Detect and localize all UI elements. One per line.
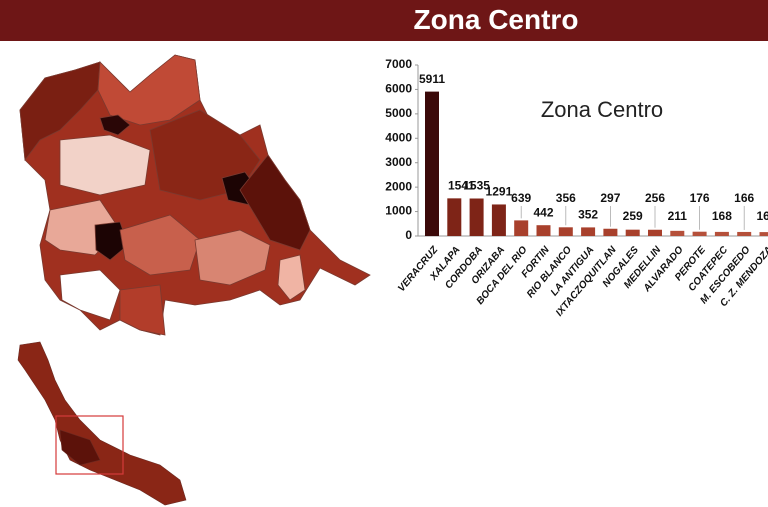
bar	[714, 231, 729, 236]
value-label: 256	[645, 191, 665, 205]
value-label: 259	[623, 209, 643, 223]
bar	[447, 198, 462, 236]
value-label: 211	[668, 209, 688, 223]
bar	[670, 230, 685, 236]
map-regions	[19, 54, 371, 336]
bar	[491, 204, 506, 236]
value-label: 1291	[486, 185, 513, 199]
bar	[581, 227, 596, 236]
value-label: 176	[690, 191, 710, 205]
inset-highlight	[55, 415, 124, 475]
bar	[425, 91, 439, 236]
y-tick-label: 3000	[385, 155, 412, 169]
value-label: 1541	[448, 179, 475, 193]
y-tick-label: 4000	[385, 130, 412, 144]
value-label: 166	[734, 191, 754, 205]
bar	[648, 229, 662, 236]
bar	[536, 225, 551, 236]
value-label: 442	[533, 205, 553, 219]
bar	[692, 231, 707, 236]
y-tick-label: 5000	[385, 106, 412, 120]
bar	[558, 227, 573, 236]
inset-map	[17, 341, 187, 506]
value-label: 1535	[463, 179, 490, 193]
value-label: 297	[600, 191, 620, 205]
value-label: 639	[511, 191, 531, 205]
y-tick-label: 7000	[385, 57, 412, 71]
map	[17, 54, 371, 506]
value-label: 160	[756, 209, 768, 223]
bar	[759, 232, 768, 236]
y-tick-label: 0	[405, 228, 412, 242]
chart-title: Zona Centro	[541, 97, 663, 122]
bar-chart: Zona Centro 0 1000 2000 3000 4000 5000 6000 700…	[385, 57, 768, 319]
bar	[625, 229, 640, 236]
y-tick-label: 1000	[385, 204, 412, 218]
bar	[514, 220, 529, 236]
value-label: 352	[578, 208, 598, 222]
value-label: 5911	[419, 72, 445, 86]
value-label: 168	[712, 209, 732, 223]
bar	[603, 228, 618, 236]
y-tick-label: 6000	[385, 82, 412, 96]
header-title: Zona Centro	[413, 4, 579, 35]
bar	[737, 231, 752, 236]
y-tick-label: 2000	[385, 179, 412, 193]
value-label: 356	[556, 191, 576, 205]
bar	[469, 198, 484, 236]
header-bar	[0, 0, 768, 41]
